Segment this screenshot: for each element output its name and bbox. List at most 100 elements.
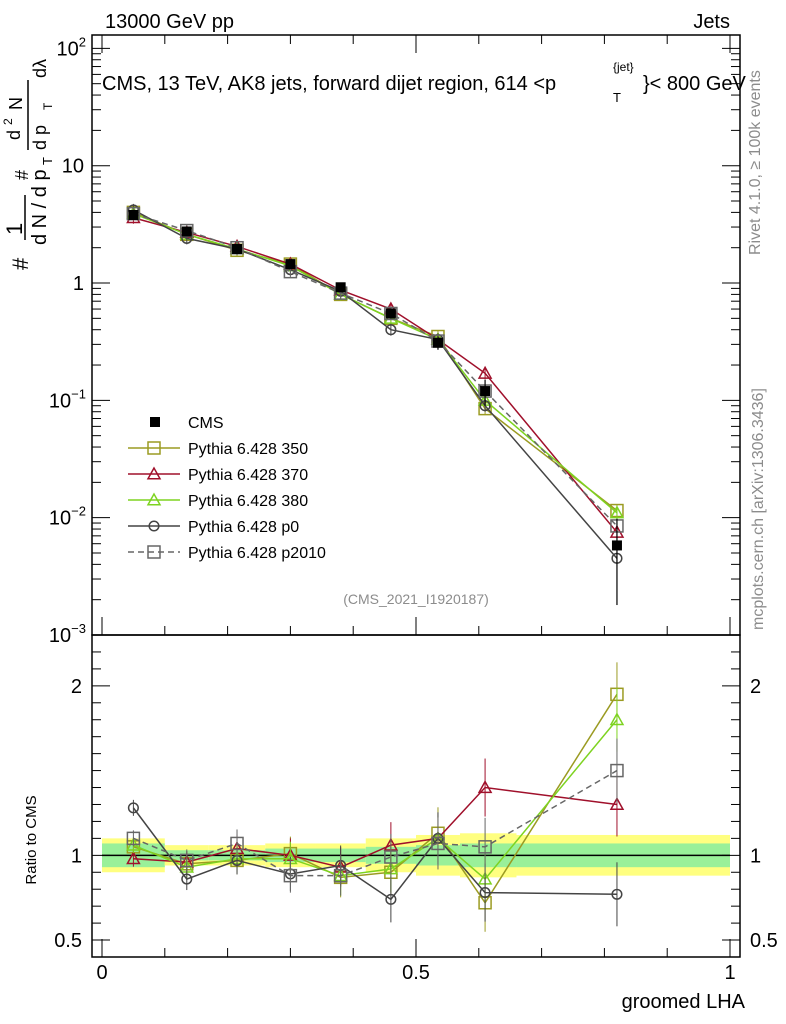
- svg-text:T: T: [40, 157, 55, 165]
- data-point: [335, 282, 346, 293]
- data-point: [181, 226, 192, 237]
- svg-text:1: 1: [2, 223, 27, 235]
- data-point: [285, 259, 296, 270]
- y-tick-label: 10−1: [49, 386, 86, 412]
- ratio-point: [180, 853, 194, 868]
- process-label: Jets: [693, 11, 730, 33]
- ratio-point: [127, 802, 139, 814]
- legend-item-Pythia-6428-p2010: Pythia 6.428 p2010: [128, 545, 326, 562]
- rivet-version-label: Rivet 4.1.0, ≥ 100k events: [747, 70, 764, 255]
- ratio-series-Pythia-6428-350: [126, 662, 624, 932]
- legend-label: Pythia 6.428 370: [188, 467, 308, 484]
- series-point: [385, 324, 397, 336]
- legend-marker: [146, 466, 162, 480]
- ratio-point: [181, 873, 193, 885]
- ratio-tick-label-right: 1: [750, 845, 761, 867]
- svg-text:N: N: [6, 97, 26, 110]
- ratio-point: [431, 836, 445, 851]
- ratio-point: [230, 836, 244, 851]
- svg-text:CMS, 13 TeV, AK8 jets, forward: CMS, 13 TeV, AK8 jets, forward dijet reg…: [102, 73, 556, 95]
- ratio-point: [333, 868, 348, 883]
- series-Pythia-6428-370: [126, 210, 625, 539]
- legend: CMS Pythia 6.428 350 Pythia 6.428 370 Pythi…: [128, 415, 326, 562]
- svg-text:dλ: dλ: [30, 59, 50, 78]
- svg-text:d N / d p: d N / d p: [29, 169, 51, 245]
- data-point: [232, 243, 243, 254]
- plot-title: CMS, 13 TeV, AK8 jets, forward dijet reg…: [102, 60, 747, 105]
- ratio-point: [283, 868, 298, 883]
- ratio-tick-label: 1: [71, 845, 82, 867]
- svg-text:{jet}: {jet}: [613, 60, 634, 74]
- series-CMS: [128, 209, 622, 606]
- legend-label: Pythia 6.428 p2010: [188, 545, 326, 562]
- svg-text:T: T: [613, 90, 621, 105]
- legend-item-Pythia-6428-380: Pythia 6.428 380: [128, 492, 308, 510]
- x-tick-label: 0.5: [402, 962, 430, 984]
- series-Pythia-6428-p0: [127, 203, 623, 565]
- ratio-y-axis-label: Ratio to CMS: [23, 795, 40, 884]
- axis-ticks: 102 10 1 10−1 10−2 10−3 2 2 1 1 0.5 0.5 0 0.5 1: [49, 34, 778, 984]
- y-tick-label: 10−3: [49, 621, 86, 647]
- series-point: [384, 306, 398, 321]
- ratio-point: [478, 840, 492, 854]
- legend-label: Pythia 6.428 350: [188, 441, 308, 458]
- ratio-uncertainty-bands: [102, 833, 730, 878]
- ratio-point: [611, 888, 623, 900]
- ratio-point: [126, 831, 141, 846]
- legend-label: Pythia 6.428 380: [188, 493, 308, 510]
- svg-text:d p: d p: [30, 125, 50, 150]
- x-axis-label: groomed LHA: [622, 991, 746, 1013]
- legend-marker: [146, 492, 162, 506]
- data-point: [385, 308, 396, 319]
- legend-item-Pythia-6428-p0: Pythia 6.428 p0: [128, 519, 299, 536]
- ratio-point: [609, 796, 625, 811]
- legend-marker: [147, 441, 161, 455]
- legend-item-CMS: CMS: [150, 415, 224, 432]
- analysis-tag: (CMS_2021_I1920187): [343, 591, 489, 607]
- svg-text:d: d: [4, 130, 24, 140]
- legend-label: CMS: [188, 415, 224, 432]
- series-point: [477, 365, 493, 379]
- data-point: [128, 209, 139, 220]
- legend-marker: [150, 417, 160, 427]
- y-axis-label: # 1 d N / d p T # d 2 N d p T dλ: [1, 59, 55, 270]
- legend-item-Pythia-6428-370: Pythia 6.428 370: [128, 466, 308, 484]
- svg-text:#: #: [8, 257, 33, 270]
- y-tick-label: 102: [57, 34, 86, 60]
- series-line: [133, 217, 618, 533]
- legend-label: Pythia 6.428 p0: [188, 519, 299, 536]
- legend-item-Pythia-6428-350: Pythia 6.428 350: [128, 441, 308, 458]
- top-panel-series: [126, 203, 625, 606]
- series-line: [133, 211, 618, 512]
- ratio-tick-label: 0.5: [54, 930, 82, 952]
- svg-text:T: T: [41, 102, 55, 110]
- ratio-point: [477, 779, 493, 794]
- ratio-tick-label-right: 2: [750, 676, 761, 698]
- data-point: [611, 540, 622, 551]
- ratio-tick-label: 2: [71, 676, 82, 698]
- y-tick-label: 1: [73, 273, 84, 295]
- ratio-panel-series: [126, 662, 625, 932]
- ratio-point: [479, 887, 491, 899]
- ratio-point: [610, 763, 624, 778]
- y-tick-label: 10−2: [49, 504, 86, 530]
- legend-marker: [147, 545, 161, 559]
- ratio-point: [385, 893, 397, 905]
- x-tick-label: 1: [724, 962, 735, 984]
- ratio-point: [609, 712, 625, 726]
- series-point: [609, 505, 625, 519]
- ratio-point: [126, 851, 141, 865]
- legend-marker: [148, 520, 160, 532]
- mcplots-label: mcplots.cern.ch [arXiv:1306.3436]: [750, 388, 767, 630]
- x-tick-label: 0: [96, 962, 107, 984]
- y-tick-label: 10: [62, 156, 84, 178]
- svg-text:#: #: [12, 170, 32, 180]
- ratio-point: [384, 850, 398, 864]
- ratio-series-Pythia-6428-p2010: [126, 738, 624, 896]
- energy-label: 13000 GeV pp: [105, 11, 234, 33]
- svg-text:}< 800 GeV: }< 800 GeV: [643, 73, 747, 95]
- svg-text:2: 2: [1, 118, 15, 125]
- series-point: [180, 223, 194, 238]
- data-point: [432, 337, 443, 348]
